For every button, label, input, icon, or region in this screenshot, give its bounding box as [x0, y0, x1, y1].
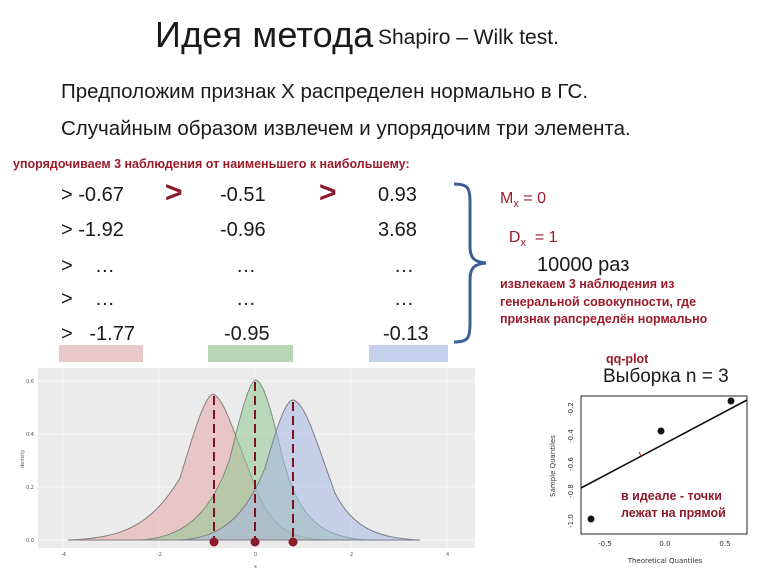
qq-ytick-1: -0.8 — [567, 484, 575, 498]
greater-than-2: > — [319, 176, 337, 209]
row-1-left: > -0.67 — [61, 184, 124, 206]
row-5-left: > -1.77 — [61, 323, 135, 345]
qq-note: в идеале - точки лежат на прямой — [621, 489, 726, 520]
qq-frame — [580, 395, 748, 535]
density-curve-max — [179, 399, 421, 541]
row-5-right: -0.13 — [383, 323, 429, 345]
xtick-4: 4 — [446, 552, 449, 558]
density-plot: 0.0 0.2 0.4 0.6 -4 -2 0 2 4 x density — [20, 368, 475, 570]
ytick-3: 0.6 — [26, 379, 34, 385]
qq-x-axis-label: Theoretical Quantiles — [627, 557, 703, 565]
qq-plot: -1.0 -0.8 -0.6 -0.4 -0.2 -0.5 0.0 0.5 Th… — [549, 395, 748, 565]
ytick-1: 0.2 — [26, 485, 34, 491]
curly-brace — [453, 182, 487, 344]
qq-ytick-4: -0.2 — [567, 402, 575, 416]
order-note: упорядочиваем 3 наблюдения от наименьшег… — [13, 157, 410, 171]
row-2-mid: -0.96 — [220, 219, 266, 241]
row-2-left: > -1.92 — [61, 219, 124, 241]
row-4-left: > … — [61, 288, 115, 310]
row-3-mid: … — [236, 255, 256, 277]
qq-red-tick — [638, 451, 642, 457]
swatch-left — [59, 345, 143, 362]
mean-label: Mx = 0 — [500, 190, 546, 211]
qq-xtick-2: 0.5 — [719, 540, 730, 548]
intro-line-1: Предположим признак X распределен нормал… — [61, 80, 589, 103]
marker-point-mid — [250, 537, 260, 547]
swatch-right — [369, 345, 448, 362]
qq-ytick-3: -0.4 — [567, 429, 575, 443]
xtick-2: 0 — [254, 552, 257, 558]
qq-point-1 — [587, 515, 595, 523]
marker-point-max — [288, 537, 298, 547]
qq-xtick-0: -0.5 — [598, 540, 612, 548]
qq-xtick-1: 0.0 — [659, 540, 670, 548]
row-1-mid: -0.51 — [220, 184, 266, 206]
row-4-mid: … — [236, 288, 256, 310]
qq-point-2 — [657, 427, 665, 435]
greater-than-1: > — [165, 176, 183, 209]
row-2-right: 3.68 — [378, 219, 417, 241]
qq-ytick-2: -0.6 — [567, 457, 575, 471]
row-1-right: 0.93 — [378, 184, 417, 206]
xtick-0: -4 — [61, 552, 66, 558]
marker-point-min — [209, 537, 219, 547]
qq-ytick-0: -1.0 — [567, 514, 575, 528]
x-axis-label: x — [254, 564, 257, 570]
qq-reference-line — [580, 399, 748, 489]
row-4-right: … — [394, 288, 414, 310]
variance-label: Dx = 1 — [508, 229, 558, 250]
qq-subtitle: Выборка n = 3 — [603, 366, 729, 387]
row-3-left: > … — [61, 255, 115, 277]
ytick-2: 0.4 — [26, 432, 34, 438]
slide-subtitle: Shapiro – Wilk test. — [378, 26, 559, 49]
xtick-3: 2 — [350, 552, 353, 558]
ytick-0: 0.0 — [26, 538, 34, 544]
quantile-markers — [213, 382, 294, 542]
xtick-1: -2 — [157, 552, 162, 558]
qq-point-3 — [727, 397, 735, 405]
slide-title: Идея метода — [155, 14, 374, 55]
repetitions-label: 10000 раз — [537, 254, 630, 276]
y-axis-label: density — [20, 450, 26, 468]
qq-title: qq-plot — [606, 352, 649, 366]
intro-line-2: Случайным образом извлечем и упорядочим … — [61, 117, 631, 140]
row-3-right: … — [394, 255, 414, 277]
qq-y-axis-label: Sample Quantiles — [549, 435, 557, 497]
row-5-mid: -0.95 — [224, 323, 270, 345]
swatch-mid — [208, 345, 293, 362]
extract-note: извлекаем 3 наблюдения из генеральной со… — [500, 277, 708, 326]
